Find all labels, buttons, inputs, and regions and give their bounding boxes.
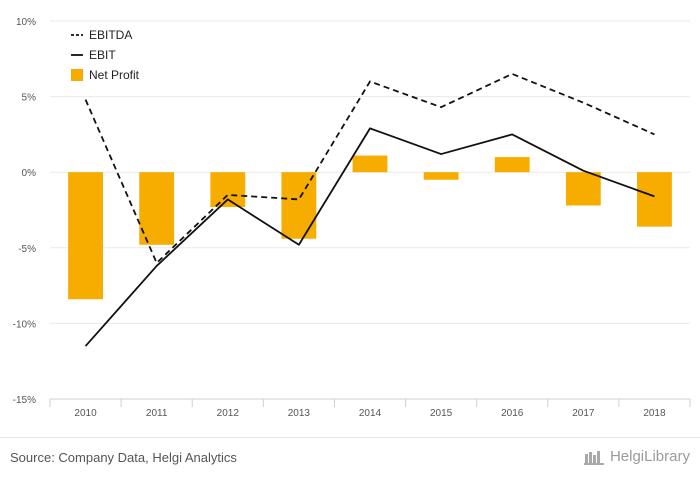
line-series: [84, 73, 655, 347]
legend-swatch: [71, 69, 83, 81]
bar-net-profit: [210, 172, 246, 207]
x-tick-label: 2010: [74, 408, 97, 419]
x-tick-label: 2018: [643, 408, 666, 419]
footer-divider: [0, 437, 700, 438]
legend: EBITDA EBIT Net Profit: [71, 28, 140, 82]
line-ebit: [84, 127, 655, 347]
bar-net-profit: [281, 172, 317, 239]
net-profit-bars: [68, 155, 672, 300]
bar-net-profit: [68, 172, 103, 300]
legend-label: Net Profit: [89, 68, 140, 82]
library-icon: [583, 450, 604, 465]
bar-net-profit: [139, 172, 175, 245]
bar-net-profit: [494, 157, 530, 173]
x-tick-label: 2016: [501, 408, 524, 419]
axes: 10% 5% 0% -5% -10% -15% 2010 2011 2012 2013 2014 20…: [13, 17, 691, 419]
source-note: Source: Company Data, Helgi Analytics: [10, 450, 237, 465]
bar-net-profit: [637, 172, 672, 227]
y-tick-label: -5%: [18, 244, 36, 255]
chart: 10% 5% 0% -5% -10% -15% 2010 2011 2012 2013 2014 20…: [13, 17, 691, 419]
y-tick-label: 10%: [16, 17, 36, 28]
x-tick-label: 2017: [572, 408, 595, 419]
bar-net-profit: [352, 155, 388, 173]
y-tick-label: -10%: [13, 319, 36, 330]
brand-name: HelgiLibrary: [609, 448, 690, 465]
legend-label: EBITDA: [89, 28, 132, 42]
x-tick-label: 2011: [146, 408, 168, 419]
y-tick-label: 0%: [22, 168, 37, 179]
bar-net-profit: [565, 172, 601, 206]
brand-logo[interactable]: HelgiLibrary: [583, 448, 690, 465]
x-tick-label: 2012: [217, 408, 240, 419]
y-tick-label: 5%: [22, 93, 37, 104]
legend-label: EBIT: [89, 48, 116, 62]
line-ebitda: [84, 73, 655, 264]
x-tick-label: 2013: [288, 408, 311, 419]
x-tick-label: 2014: [359, 408, 382, 419]
y-tick-label: -15%: [13, 395, 36, 406]
x-tick-label: 2015: [430, 408, 453, 419]
bar-net-profit: [423, 172, 459, 180]
